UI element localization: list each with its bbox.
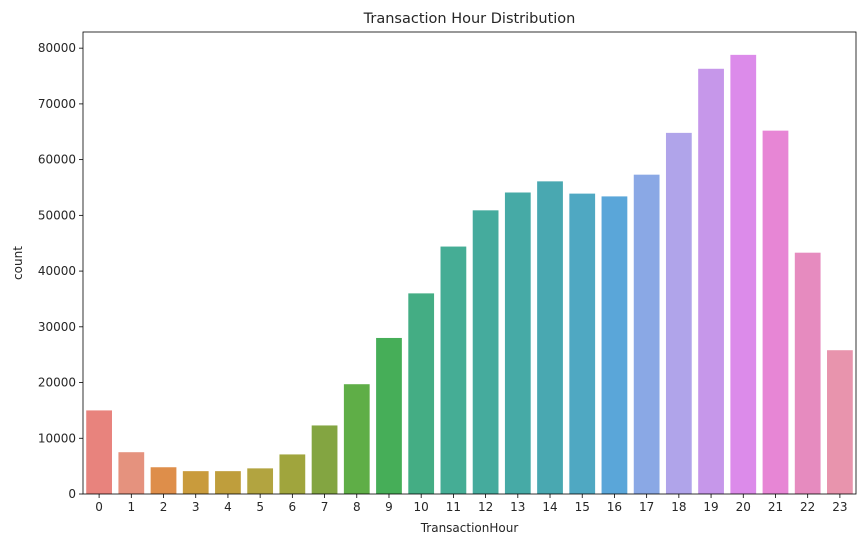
- bar-hour-17: [633, 174, 660, 494]
- x-tick-label: 10: [414, 500, 429, 514]
- bar-hour-9: [376, 337, 402, 494]
- bar-hour-3: [182, 471, 209, 494]
- x-tick-label: 16: [607, 500, 622, 514]
- x-tick-label: 3: [192, 500, 200, 514]
- x-tick-label: 7: [321, 500, 329, 514]
- x-tick-label: 13: [510, 500, 525, 514]
- x-tick-label: 5: [256, 500, 264, 514]
- y-axis-label: count: [11, 246, 25, 280]
- bar-hour-7: [311, 425, 338, 494]
- bar-hour-11: [440, 246, 467, 494]
- bar-hour-5: [247, 468, 274, 494]
- x-tick-label: 0: [95, 500, 103, 514]
- y-tick-label: 80000: [38, 41, 76, 55]
- bar-hour-23: [827, 350, 853, 494]
- y-tick-label: 0: [68, 487, 76, 501]
- y-tick-label: 50000: [38, 208, 76, 222]
- bar-hour-0: [86, 410, 112, 494]
- y-tick-label: 70000: [38, 97, 76, 111]
- bar-hour-14: [537, 181, 563, 495]
- x-tick-label: 9: [385, 500, 393, 514]
- x-tick-label: 14: [542, 500, 557, 514]
- bar-hour-6: [279, 454, 306, 494]
- x-tick-label: 19: [703, 500, 718, 514]
- x-tick-label: 15: [575, 500, 590, 514]
- x-tick-label: 20: [736, 500, 751, 514]
- y-tick-label: 20000: [38, 376, 76, 390]
- x-tick-label: 1: [127, 500, 135, 514]
- x-tick-label: 23: [832, 500, 847, 514]
- x-axis-label: TransactionHour: [420, 521, 519, 535]
- x-tick-label: 12: [478, 500, 493, 514]
- y-tick-label: 10000: [38, 431, 76, 445]
- bar-hour-19: [698, 68, 724, 494]
- bar-hour-13: [504, 192, 531, 494]
- plot-frame: [82, 31, 857, 495]
- x-tick-label: 11: [446, 500, 461, 514]
- x-tick-label: 6: [289, 500, 297, 514]
- bar-hour-4: [215, 471, 241, 494]
- bar-hour-10: [408, 293, 435, 494]
- bar-hour-21: [762, 130, 789, 495]
- x-tick-label: 2: [160, 500, 168, 514]
- bar-hour-1: [118, 452, 145, 494]
- x-tick-label: 17: [639, 500, 654, 514]
- bar-hour-18: [665, 132, 692, 495]
- y-axis-ticks: 0 10000 20000 30000 40000 50000 60000 70000 8000…: [38, 41, 83, 501]
- x-tick-label: 18: [671, 500, 686, 514]
- x-axis-ticks: 0 1 2 3 4 5 6 7 8 9 10 11 12 13 14 15 16 17 18 19 20 21 22 23: [95, 494, 848, 514]
- chart-title: Transaction Hour Distribution: [363, 11, 576, 27]
- bar-hour-12: [472, 210, 499, 495]
- bars-group: [86, 54, 853, 495]
- y-tick-label: 30000: [38, 320, 76, 334]
- x-tick-label: 21: [768, 500, 783, 514]
- y-tick-label: 60000: [38, 153, 76, 167]
- bar-hour-2: [150, 467, 177, 494]
- bar-hour-22: [794, 252, 821, 494]
- y-tick-label: 40000: [38, 264, 76, 278]
- bar-hour-15: [569, 193, 596, 495]
- x-tick-label: 22: [800, 500, 815, 514]
- bar-hour-16: [601, 196, 628, 494]
- x-tick-label: 4: [224, 500, 232, 514]
- bar-hour-20: [730, 54, 757, 495]
- x-tick-label: 8: [353, 500, 361, 514]
- bar-hour-8: [343, 384, 370, 494]
